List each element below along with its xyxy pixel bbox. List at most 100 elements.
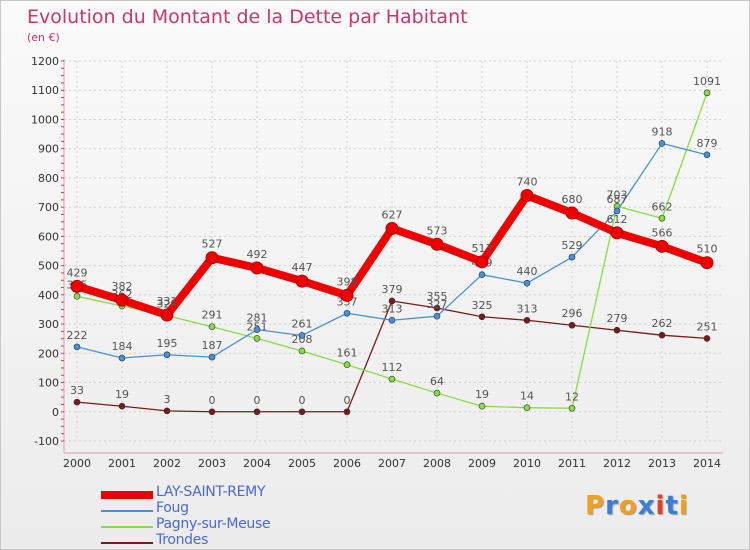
data-point xyxy=(343,309,351,317)
y-tick-label: 100 xyxy=(38,377,59,390)
y-tick-label: 500 xyxy=(38,260,59,273)
data-label: 0 xyxy=(344,394,351,407)
data-point xyxy=(205,251,219,265)
data-point xyxy=(385,221,399,235)
data-label: 440 xyxy=(517,265,538,278)
data-label: 662 xyxy=(652,200,673,213)
legend-swatch xyxy=(101,510,153,512)
data-point xyxy=(700,256,714,270)
x-tick-label: 2003 xyxy=(198,457,226,470)
data-label: 703 xyxy=(607,188,628,201)
y-tick-label: 0 xyxy=(52,406,59,419)
data-label: 355 xyxy=(427,290,448,303)
legend-label: Foug xyxy=(156,500,189,516)
x-tick-label: 2001 xyxy=(108,457,136,470)
y-tick-label: 800 xyxy=(38,172,59,185)
data-point xyxy=(565,206,579,220)
data-label: 918 xyxy=(652,125,673,138)
data-point xyxy=(208,408,216,416)
data-point xyxy=(523,404,531,411)
data-label: 3 xyxy=(164,393,171,406)
data-label: 573 xyxy=(427,224,448,237)
data-point xyxy=(343,361,351,369)
x-tick-label: 2004 xyxy=(243,457,271,470)
data-label: 195 xyxy=(157,337,178,350)
chart-title: Evolution du Montant de la Dette par Hab… xyxy=(27,6,468,28)
data-point xyxy=(520,188,534,202)
data-label: 529 xyxy=(562,239,583,252)
y-tick-label: -100 xyxy=(34,435,59,448)
data-label: 0 xyxy=(209,394,216,407)
data-point xyxy=(73,293,81,300)
data-label: 0 xyxy=(299,394,306,407)
data-label: 740 xyxy=(517,175,538,188)
data-point xyxy=(433,304,441,312)
series-line-foug xyxy=(76,142,708,359)
data-point xyxy=(703,335,711,342)
x-tick-label: 2011 xyxy=(558,457,586,470)
data-point xyxy=(253,335,261,342)
y-tick-label: 300 xyxy=(38,318,59,331)
y-tick-label: 1100 xyxy=(31,84,59,97)
legend-swatch xyxy=(101,526,153,528)
data-label: 313 xyxy=(517,302,538,315)
data-label: 398 xyxy=(337,275,358,288)
legend-swatch xyxy=(101,542,153,544)
x-tick-label: 2009 xyxy=(468,457,496,470)
legend-label: Trondes xyxy=(156,532,209,548)
data-point xyxy=(250,261,264,275)
data-point xyxy=(655,239,669,253)
data-point xyxy=(298,347,306,355)
data-label: 447 xyxy=(292,261,313,274)
data-label: 208 xyxy=(292,333,313,346)
data-label: 527 xyxy=(202,238,223,251)
data-point xyxy=(523,316,531,324)
data-point xyxy=(73,343,81,351)
data-label: 612 xyxy=(607,213,628,226)
y-tick-label: 600 xyxy=(38,230,59,243)
data-point xyxy=(478,313,486,321)
data-point xyxy=(118,354,126,362)
data-label: 327 xyxy=(427,298,448,311)
x-tick-label: 2014 xyxy=(693,457,721,470)
y-tick-label: 900 xyxy=(38,143,59,156)
x-tick-label: 2008 xyxy=(423,457,451,470)
data-point xyxy=(478,271,486,278)
x-tick-label: 2002 xyxy=(153,457,181,470)
data-point xyxy=(388,316,396,324)
y-tick-label: 1000 xyxy=(31,113,59,126)
data-point xyxy=(568,321,576,329)
data-point xyxy=(613,326,621,334)
y-tick-label: 700 xyxy=(38,201,59,214)
data-point xyxy=(340,288,354,302)
data-label: 19 xyxy=(115,388,129,401)
data-label: 331 xyxy=(157,295,178,308)
data-point xyxy=(343,408,351,416)
data-label: 687 xyxy=(607,193,628,206)
data-point xyxy=(433,312,441,320)
data-point xyxy=(475,255,489,269)
data-point xyxy=(73,398,81,406)
data-point xyxy=(610,226,624,240)
data-label: 279 xyxy=(607,312,628,325)
data-label: 12 xyxy=(565,390,579,403)
data-point xyxy=(253,326,261,333)
data-point xyxy=(433,389,441,397)
data-label: 680 xyxy=(562,193,583,206)
data-point xyxy=(208,353,216,361)
data-label: 513 xyxy=(472,242,493,255)
data-label: 281 xyxy=(247,312,268,325)
data-point xyxy=(430,237,444,251)
data-label: 0 xyxy=(254,394,261,407)
data-point xyxy=(70,279,84,293)
data-label: 291 xyxy=(202,309,223,322)
data-label: 879 xyxy=(697,137,718,150)
x-tick-label: 2010 xyxy=(513,457,541,470)
data-point xyxy=(160,308,174,322)
data-point xyxy=(163,407,171,415)
data-label: 1091 xyxy=(693,75,721,88)
data-point xyxy=(388,375,396,383)
data-label: 379 xyxy=(382,283,403,296)
data-label: 14 xyxy=(520,390,534,403)
